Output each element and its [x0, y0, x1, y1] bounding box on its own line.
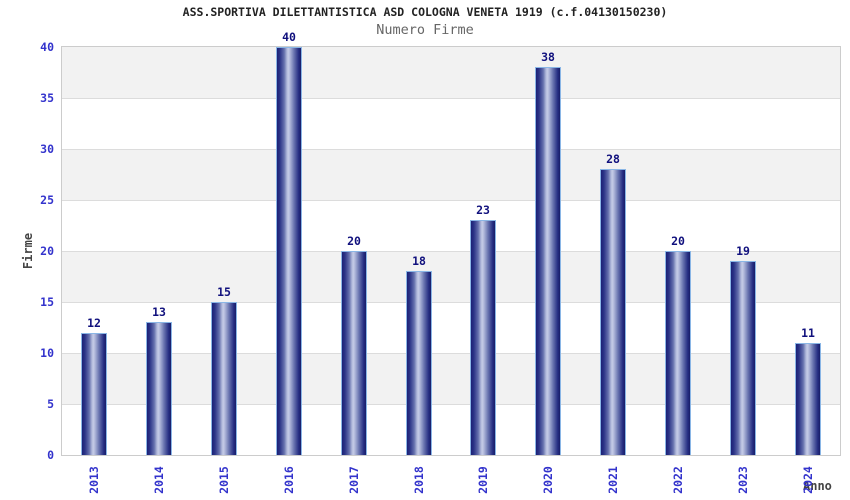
- bar: [146, 322, 172, 455]
- grid-band: [62, 404, 840, 455]
- grid-band: [62, 149, 840, 200]
- x-tick-label: 2018: [412, 466, 426, 494]
- chart-title: ASS.SPORTIVA DILETTANTISTICA ASD COLOGNA…: [182, 5, 668, 19]
- bar: [406, 271, 432, 455]
- bar: [470, 220, 496, 455]
- x-tick-label: 2013: [87, 466, 101, 494]
- bar: [600, 169, 626, 455]
- bar-value-label: 23: [476, 203, 490, 217]
- bar-value-label: 18: [412, 254, 426, 268]
- bar-value-label: 28: [606, 152, 620, 166]
- bar-value-label: 20: [671, 234, 685, 248]
- bar-value-label: 40: [282, 30, 296, 44]
- y-tick-label: 30: [40, 142, 54, 156]
- bar-value-label: 19: [736, 244, 750, 258]
- grid-band: [62, 98, 840, 149]
- y-tick-label: 0: [47, 448, 54, 462]
- bar-value-label: 12: [87, 316, 101, 330]
- x-tick-label: 2020: [541, 466, 555, 494]
- bar: [535, 67, 561, 455]
- y-tick-label: 10: [40, 346, 54, 360]
- x-tick-label: 2019: [476, 466, 490, 494]
- gridline: [62, 302, 840, 303]
- grid-band: [62, 302, 840, 353]
- gridline: [62, 149, 840, 150]
- x-tick-label: 2016: [282, 466, 296, 494]
- bar-value-label: 38: [541, 50, 555, 64]
- grid-band: [62, 200, 840, 251]
- bar-value-label: 15: [217, 285, 231, 299]
- bar: [211, 302, 237, 455]
- x-tick-label: 2014: [152, 466, 166, 494]
- y-tick-label: 35: [40, 91, 54, 105]
- y-tick-label: 40: [40, 40, 54, 54]
- grid-band: [62, 353, 840, 404]
- bar: [795, 343, 821, 455]
- y-tick-label: 25: [40, 193, 54, 207]
- bar-value-label: 20: [347, 234, 361, 248]
- y-tick-label: 20: [40, 244, 54, 258]
- bar: [341, 251, 367, 455]
- bar-value-label: 13: [152, 305, 166, 319]
- plot-area: [61, 46, 841, 456]
- gridline: [62, 404, 840, 405]
- x-tick-label: 2024: [801, 466, 815, 494]
- gridline: [62, 200, 840, 201]
- gridline: [62, 98, 840, 99]
- y-tick-label: 5: [47, 397, 54, 411]
- grid-band: [62, 251, 840, 302]
- gridline: [62, 251, 840, 252]
- bar: [81, 333, 107, 455]
- bar: [665, 251, 691, 455]
- x-tick-label: 2023: [736, 466, 750, 494]
- gridline: [62, 353, 840, 354]
- x-tick-label: 2021: [606, 466, 620, 494]
- bar: [730, 261, 756, 455]
- bar-value-label: 11: [801, 326, 815, 340]
- x-tick-label: 2022: [671, 466, 685, 494]
- grid-band: [62, 47, 840, 98]
- bar: [276, 47, 302, 455]
- y-tick-label: 15: [40, 295, 54, 309]
- x-axis-title: Anno: [803, 479, 832, 493]
- x-tick-label: 2015: [217, 466, 231, 494]
- x-tick-label: 2017: [347, 466, 361, 494]
- chart-subtitle: Numero Firme: [376, 22, 474, 38]
